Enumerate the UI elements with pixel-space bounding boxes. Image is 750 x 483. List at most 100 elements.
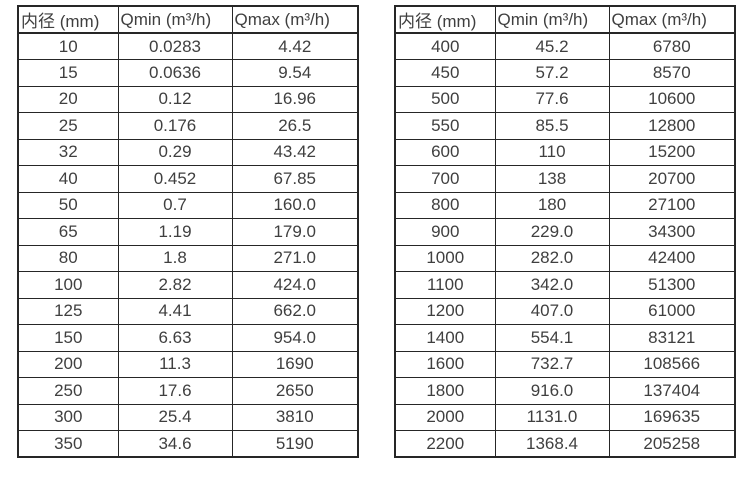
header-qmin: Qmin (m³/h) — [117, 5, 233, 34]
table-cell: 205258 — [608, 430, 736, 458]
table-row: 900 229.0 34300 — [394, 218, 736, 246]
table-row: 25 0.176 26.5 — [17, 112, 359, 140]
table-cell: 0.29 — [117, 138, 233, 166]
table-cell: 954.0 — [231, 324, 359, 352]
table-cell: 67.85 — [231, 165, 359, 193]
table-row: 10 0.0283 4.42 — [17, 32, 359, 60]
table-row: 80 1.8 271.0 — [17, 244, 359, 272]
table-header-row: 内径 (mm) Qmin (m³/h) Qmax (m³/h) — [394, 5, 736, 34]
table-cell: 1800 — [394, 377, 496, 405]
table-row: 500 77.6 10600 — [394, 85, 736, 113]
table-cell: 15200 — [608, 138, 736, 166]
table-cell: 732.7 — [494, 350, 610, 378]
table-cell: 4.41 — [117, 297, 233, 325]
table-cell: 61000 — [608, 297, 736, 325]
table-cell: 1600 — [394, 350, 496, 378]
table-cell: 26.5 — [231, 112, 359, 140]
table-row: 50 0.7 160.0 — [17, 191, 359, 219]
table-row: 350 34.6 5190 — [17, 430, 359, 458]
flow-spec-table-right: 内径 (mm) Qmin (m³/h) Qmax (m³/h) 400 45.2 6… — [394, 5, 736, 458]
table-cell: 57.2 — [494, 59, 610, 87]
table-cell: 0.7 — [117, 191, 233, 219]
table-cell: 150 — [17, 324, 119, 352]
table-cell: 282.0 — [494, 244, 610, 272]
table-cell: 1100 — [394, 271, 496, 299]
table-cell: 10 — [17, 32, 119, 60]
table-cell: 2000 — [394, 403, 496, 431]
table-cell: 34.6 — [117, 430, 233, 458]
table-cell: 0.452 — [117, 165, 233, 193]
table-row: 2000 1131.0 169635 — [394, 403, 736, 431]
table-cell: 424.0 — [231, 271, 359, 299]
table-cell: 16.96 — [231, 85, 359, 113]
header-qmax: Qmax (m³/h) — [608, 5, 736, 34]
header-diameter: 内径 (mm) — [17, 5, 119, 34]
table-cell: 27100 — [608, 191, 736, 219]
table-cell: 350 — [17, 430, 119, 458]
table-cell: 6.63 — [117, 324, 233, 352]
table-cell: 43.42 — [231, 138, 359, 166]
table-row: 550 85.5 12800 — [394, 112, 736, 140]
table-cell: 2.82 — [117, 271, 233, 299]
table-row: 125 4.41 662.0 — [17, 297, 359, 325]
table-cell: 0.12 — [117, 85, 233, 113]
table-row: 600 110 15200 — [394, 138, 736, 166]
table-cell: 9.54 — [231, 59, 359, 87]
table-cell: 51300 — [608, 271, 736, 299]
table-row: 200 11.3 1690 — [17, 350, 359, 378]
table-cell: 85.5 — [494, 112, 610, 140]
table-cell: 4.42 — [231, 32, 359, 60]
table-row: 450 57.2 8570 — [394, 59, 736, 87]
table-cell: 40 — [17, 165, 119, 193]
flow-spec-table-left: 内径 (mm) Qmin (m³/h) Qmax (m³/h) 10 0.0283… — [17, 5, 359, 458]
table-cell: 32 — [17, 138, 119, 166]
table-cell: 1368.4 — [494, 430, 610, 458]
table-cell: 900 — [394, 218, 496, 246]
table-cell: 65 — [17, 218, 119, 246]
table-cell: 700 — [394, 165, 496, 193]
table-cell: 180 — [494, 191, 610, 219]
table-cell: 1.19 — [117, 218, 233, 246]
table-cell: 20 — [17, 85, 119, 113]
table-cell: 25 — [17, 112, 119, 140]
table-cell: 200 — [17, 350, 119, 378]
table-cell: 80 — [17, 244, 119, 272]
table-row: 1800 916.0 137404 — [394, 377, 736, 405]
table-cell: 2200 — [394, 430, 496, 458]
table-cell: 0.0283 — [117, 32, 233, 60]
table-body: 400 45.2 6780 450 57.2 8570 500 77.6 10600 550 85.… — [394, 32, 736, 458]
table-cell: 169635 — [608, 403, 736, 431]
table-cell: 250 — [17, 377, 119, 405]
table-row: 250 17.6 2650 — [17, 377, 359, 405]
table-cell: 11.3 — [117, 350, 233, 378]
table-cell: 1690 — [231, 350, 359, 378]
table-cell: 108566 — [608, 350, 736, 378]
table-cell: 6780 — [608, 32, 736, 60]
table-cell: 138 — [494, 165, 610, 193]
table-cell: 179.0 — [231, 218, 359, 246]
table-cell: 1.8 — [117, 244, 233, 272]
table-cell: 407.0 — [494, 297, 610, 325]
table-row: 1200 407.0 61000 — [394, 297, 736, 325]
table-cell: 12800 — [608, 112, 736, 140]
table-cell: 400 — [394, 32, 496, 60]
header-qmax: Qmax (m³/h) — [231, 5, 359, 34]
table-cell: 42400 — [608, 244, 736, 272]
table-cell: 34300 — [608, 218, 736, 246]
table-row: 40 0.452 67.85 — [17, 165, 359, 193]
header-qmin: Qmin (m³/h) — [494, 5, 610, 34]
table-cell: 1000 — [394, 244, 496, 272]
table-cell: 0.0636 — [117, 59, 233, 87]
table-cell: 160.0 — [231, 191, 359, 219]
table-cell: 17.6 — [117, 377, 233, 405]
table-cell: 662.0 — [231, 297, 359, 325]
table-cell: 10600 — [608, 85, 736, 113]
table-cell: 25.4 — [117, 403, 233, 431]
table-row: 300 25.4 3810 — [17, 403, 359, 431]
table-row: 2200 1368.4 205258 — [394, 430, 736, 458]
table-row: 1000 282.0 42400 — [394, 244, 736, 272]
table-cell: 83121 — [608, 324, 736, 352]
table-row: 700 138 20700 — [394, 165, 736, 193]
table-cell: 100 — [17, 271, 119, 299]
